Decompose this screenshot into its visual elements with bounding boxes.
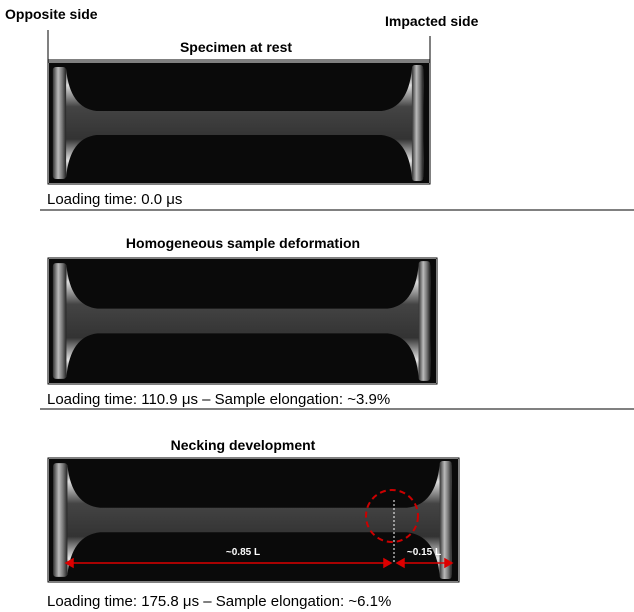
length-arrows bbox=[64, 557, 454, 569]
necking-circle bbox=[365, 489, 419, 543]
label-opposite: Opposite side bbox=[5, 6, 98, 22]
specimen-image bbox=[49, 259, 436, 383]
panel-title: Specimen at rest bbox=[180, 39, 292, 55]
caption: Loading time: 175.8 μs – Sample elongati… bbox=[47, 593, 391, 610]
panel-title: Homogeneous sample deformation bbox=[126, 235, 360, 251]
label-impacted: Impacted side bbox=[385, 13, 479, 29]
length-label: ~0.15 L bbox=[407, 547, 441, 558]
bracket bbox=[47, 30, 431, 62]
caption: Loading time: 110.9 μs – Sample elongati… bbox=[47, 391, 390, 408]
length-label: ~0.85 L bbox=[226, 547, 260, 558]
panel-title: Necking development bbox=[171, 437, 316, 453]
caption: Loading time: 0.0 μs bbox=[47, 191, 182, 208]
specimen-image bbox=[49, 63, 429, 183]
